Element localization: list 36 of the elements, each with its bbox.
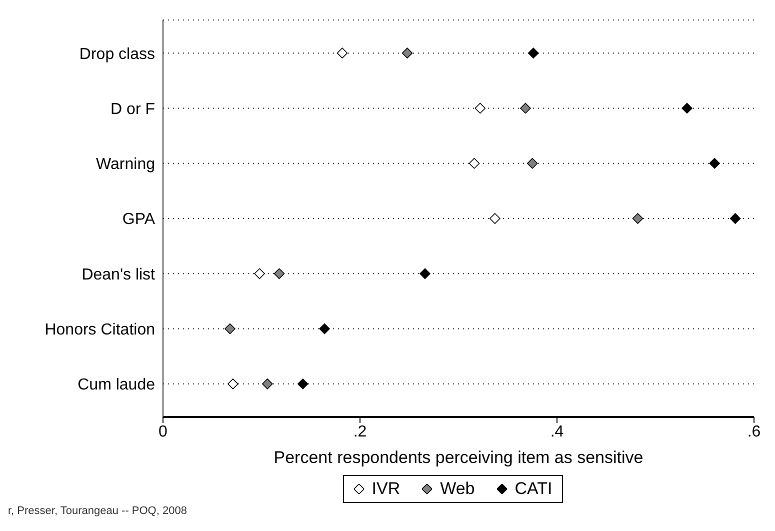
point xyxy=(297,378,308,390)
point xyxy=(224,323,236,334)
x-tick-label: .4 xyxy=(550,423,564,440)
x-tick-label: .6 xyxy=(747,423,761,440)
y-tick-label: D or F xyxy=(110,100,156,118)
y-tick-label: Honors Citation xyxy=(44,321,155,338)
y-tick-label: Cum laude xyxy=(78,376,156,394)
legend-label: CATI xyxy=(514,479,552,499)
point xyxy=(632,213,644,224)
text: r, Presser, Tourangeau -- POQ, 2008 xyxy=(8,505,187,517)
point xyxy=(420,268,430,280)
x-axis-title: Percent respondents perceiving item as sensitive xyxy=(274,448,644,467)
y-tick-label: GPA xyxy=(122,211,156,228)
x-tick-label: 0 xyxy=(158,423,168,440)
legend-label: IVR xyxy=(370,479,400,499)
point xyxy=(528,48,539,58)
y-tick-label: Drop class xyxy=(79,46,155,63)
x-tick-label: .2 xyxy=(353,423,367,440)
point xyxy=(474,102,486,114)
point xyxy=(490,213,500,224)
point xyxy=(274,268,285,280)
point xyxy=(682,102,692,114)
y-tick-label: Dean's list xyxy=(82,266,156,284)
legend-label: Web xyxy=(439,479,475,499)
point xyxy=(262,378,273,390)
point xyxy=(468,158,480,169)
point xyxy=(402,48,413,58)
point xyxy=(254,268,265,280)
point xyxy=(709,158,720,169)
point xyxy=(520,102,531,114)
y-tick-label: Warning xyxy=(96,156,155,174)
point xyxy=(730,213,741,224)
point xyxy=(228,378,238,390)
point xyxy=(336,48,348,58)
point xyxy=(319,323,330,334)
point xyxy=(526,158,538,169)
